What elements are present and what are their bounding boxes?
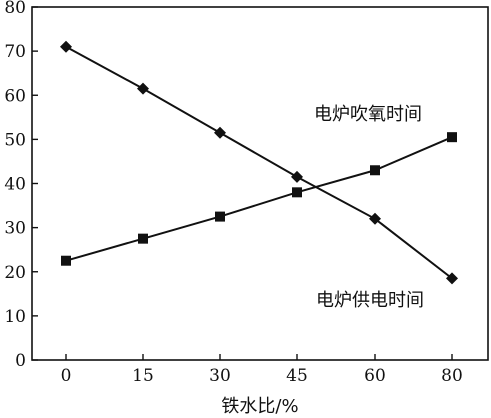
data-point-diamond: [291, 170, 303, 183]
x-tick-label: 60: [364, 366, 386, 386]
data-point-square: [292, 187, 302, 198]
x-axis-title: 铁水比/%: [221, 396, 298, 417]
y-tick-label: 20: [4, 263, 26, 283]
y-tick-label: 80: [4, 0, 26, 18]
y-axis: 0 10 20 30 40 50 60 70 80: [4, 0, 38, 371]
y-tick-label: 40: [4, 175, 26, 195]
x-tick-label: 15: [132, 366, 154, 386]
x-tick-label: 30: [209, 366, 231, 386]
y-tick-label: 70: [4, 42, 26, 62]
data-point-square: [215, 211, 225, 222]
y-tick-label: 30: [4, 219, 26, 239]
x-tick-label: 45: [286, 366, 308, 386]
series-label-power-supply-time: 电炉供电时间: [316, 290, 424, 311]
y-tick-label: 0: [15, 351, 26, 371]
series-line-1: [65, 45, 453, 280]
data-point-diamond: [446, 272, 458, 285]
data-point-square: [370, 165, 380, 176]
data-point-diamond: [214, 126, 226, 139]
data-point-diamond: [137, 82, 149, 95]
data-point-square: [447, 132, 457, 143]
y-tick-label: 50: [4, 130, 26, 150]
series-label-oxygen-blowing-time: 电炉吹氧时间: [314, 104, 422, 125]
x-axis: 0 15 30 45 60 80: [61, 354, 463, 386]
data-point-square: [61, 255, 71, 266]
x-tick-label: 80: [441, 366, 463, 386]
series-layer: [60, 40, 458, 285]
x-tick-label: 0: [61, 366, 72, 386]
series-line-0: [65, 136, 453, 262]
y-tick-label: 60: [4, 86, 26, 106]
data-point-diamond: [60, 40, 72, 53]
data-point-square: [138, 233, 148, 244]
y-tick-label: 10: [4, 307, 26, 327]
data-point-diamond: [369, 212, 381, 225]
